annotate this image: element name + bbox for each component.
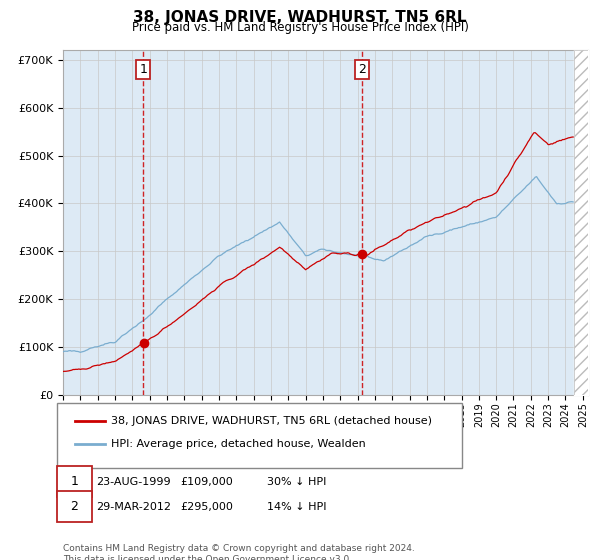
Text: 2: 2	[70, 500, 79, 514]
Text: 14% ↓ HPI: 14% ↓ HPI	[267, 502, 326, 512]
Text: 23-AUG-1999: 23-AUG-1999	[96, 477, 170, 487]
Text: 1: 1	[70, 475, 79, 488]
Text: 29-MAR-2012: 29-MAR-2012	[96, 502, 171, 512]
Text: 38, JONAS DRIVE, WADHURST, TN5 6RL (detached house): 38, JONAS DRIVE, WADHURST, TN5 6RL (deta…	[111, 416, 432, 426]
Text: £109,000: £109,000	[180, 477, 233, 487]
Text: 1: 1	[139, 63, 148, 76]
Text: 2: 2	[358, 63, 365, 76]
Text: 30% ↓ HPI: 30% ↓ HPI	[267, 477, 326, 487]
Text: £295,000: £295,000	[180, 502, 233, 512]
Text: Contains HM Land Registry data © Crown copyright and database right 2024.
This d: Contains HM Land Registry data © Crown c…	[63, 544, 415, 560]
Text: Price paid vs. HM Land Registry's House Price Index (HPI): Price paid vs. HM Land Registry's House …	[131, 21, 469, 34]
Text: 38, JONAS DRIVE, WADHURST, TN5 6RL: 38, JONAS DRIVE, WADHURST, TN5 6RL	[133, 10, 467, 25]
Text: HPI: Average price, detached house, Wealden: HPI: Average price, detached house, Weal…	[111, 439, 366, 449]
